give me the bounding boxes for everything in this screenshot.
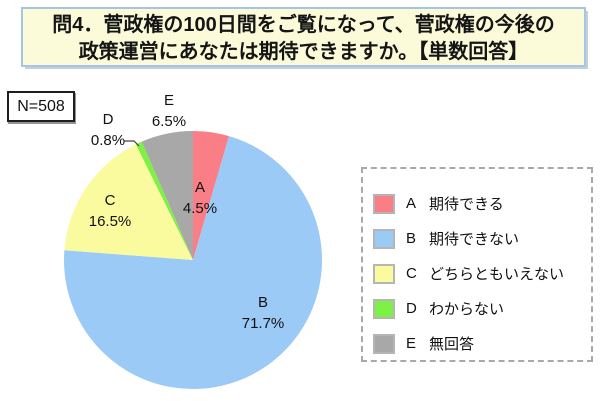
- legend-swatch-e: [373, 333, 395, 354]
- legend-label-a: 期待できる: [429, 196, 504, 213]
- legend-swatch-a: [373, 193, 395, 214]
- legend-item-e: E 無回答: [373, 326, 591, 361]
- pie-slices-group: [64, 131, 323, 389]
- legend-label-d: わからない: [429, 301, 505, 318]
- legend-item-a: A 期待できる: [373, 186, 591, 221]
- pie-label-a-pct: 4.5%: [182, 200, 218, 217]
- legend-key-e: E: [406, 335, 417, 352]
- legend-swatch-d: [373, 298, 395, 319]
- legend-key-b: B: [406, 230, 417, 247]
- legend-box: A 期待できる B 期待できない C どちらともいえない D わからない E 無…: [361, 167, 593, 362]
- pie-label-b: B 71.7%: [242, 292, 285, 334]
- pie-label-e-pct: 6.5%: [151, 113, 187, 130]
- pie-label-b-name: B: [257, 294, 269, 311]
- pie-slice-c: [64, 144, 194, 260]
- pie-label-a-name: A: [194, 179, 206, 196]
- pie-label-c: C 16.5%: [89, 190, 132, 232]
- pie-slice-e: [141, 131, 193, 260]
- pie-label-d-name: D: [102, 111, 114, 128]
- pie-label-c-name: C: [104, 192, 116, 209]
- pie-label-d: D 0.8%: [91, 109, 125, 151]
- pie-label-a: A 4.5%: [183, 177, 217, 219]
- legend-swatch-c: [373, 263, 395, 284]
- legend-label-e: 無回答: [429, 336, 475, 353]
- sample-size-box: N=508: [7, 91, 75, 122]
- legend-item-c: C どちらともいえない: [373, 256, 591, 291]
- legend-key-d: D: [406, 300, 417, 317]
- legend-item-b: B 期待できない: [373, 221, 591, 256]
- legend-label-c: どちらともいえない: [429, 266, 565, 283]
- legend-key-a: A: [406, 195, 417, 212]
- pie-slice-d: [135, 141, 193, 260]
- legend-label-b: 期待できない: [429, 231, 520, 248]
- question-title-line2: 政策運営にあなたは期待できますか。【単数回答】: [78, 41, 529, 63]
- pie-label-e: E 6.5%: [152, 90, 186, 132]
- pie-label-c-pct: 16.5%: [88, 213, 132, 230]
- sample-size-label: N=508: [17, 97, 65, 115]
- legend-key-c: C: [406, 265, 417, 282]
- label-connector-d: [124, 140, 140, 147]
- pie-label-b-pct: 71.7%: [241, 315, 285, 332]
- pie-slice-a: [193, 131, 229, 260]
- pie-label-d-pct: 0.8%: [90, 132, 126, 149]
- pie-label-e-name: E: [163, 92, 175, 109]
- pie-slice-b: [64, 136, 323, 389]
- legend-item-d: D わからない: [373, 291, 591, 326]
- question-title-line1: 問4．菅政権の100日間をご覧になって、菅政権の今後の: [52, 14, 555, 36]
- legend-swatch-b: [373, 228, 395, 249]
- question-title-box: 問4．菅政権の100日間をご覧になって、菅政権の今後の 政策運営にあなたは期待で…: [21, 7, 586, 67]
